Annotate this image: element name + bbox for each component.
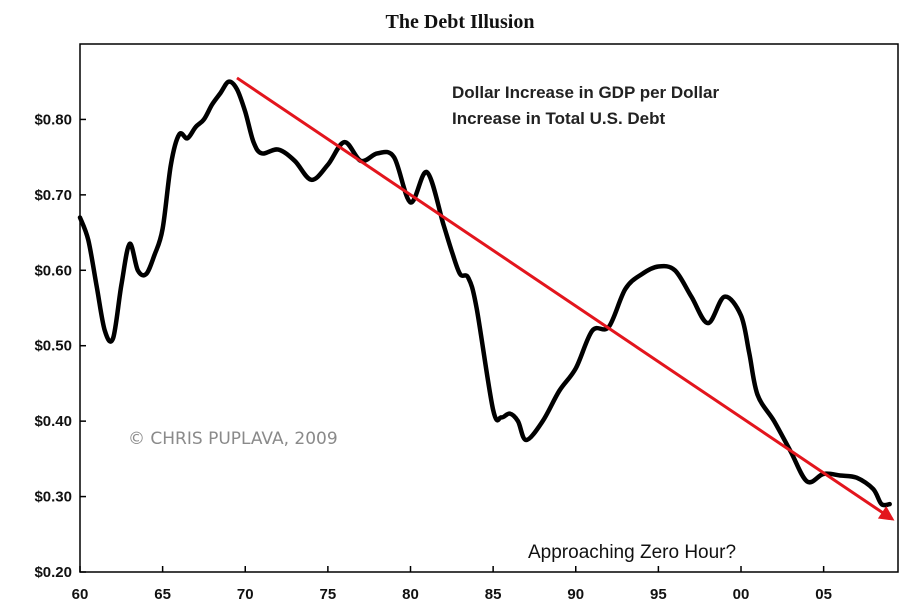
x-tick-label: 90 <box>567 586 584 603</box>
copyright-notice: © CHRIS PUPLAVA, 2009 <box>128 429 338 449</box>
y-tick-label: $0.20 <box>34 564 72 581</box>
x-tick-label: 75 <box>320 586 337 603</box>
gdp-per-debt-line <box>77 79 892 508</box>
x-tick-label: 05 <box>815 586 832 603</box>
series-label-line2: Increase in Total U.S. Debt <box>452 109 666 128</box>
y-tick-label: $0.50 <box>34 338 72 355</box>
x-tick-label: 85 <box>485 586 502 603</box>
x-tick-label: 95 <box>650 586 667 603</box>
x-tick-label: 65 <box>154 586 171 603</box>
x-tick-label: 80 <box>402 586 419 603</box>
x-tick-label: 60 <box>72 586 89 603</box>
x-tick-label: 70 <box>237 586 254 603</box>
y-tick-label: $0.70 <box>34 187 72 204</box>
trend-arrow <box>236 76 895 521</box>
y-tick-label: $0.80 <box>34 111 72 128</box>
y-tick-label: $0.30 <box>34 489 72 506</box>
footer-caption: Approaching Zero Hour? <box>528 542 736 563</box>
y-axis: $0.20 $0.30 $0.40 $0.50 $0.60 $0.70 $0.80 <box>34 111 86 581</box>
y-tick-label: $0.40 <box>34 413 72 430</box>
plot-area <box>79 43 899 573</box>
series-label-line1: Dollar Increase in GDP per Dollar <box>452 83 719 102</box>
y-tick-label: $0.60 <box>34 262 72 279</box>
x-tick-label: 00 <box>733 586 750 603</box>
x-axis: 60 65 70 75 80 85 90 95 00 05 <box>72 566 832 603</box>
chart-title: The Debt Illusion <box>386 11 535 33</box>
